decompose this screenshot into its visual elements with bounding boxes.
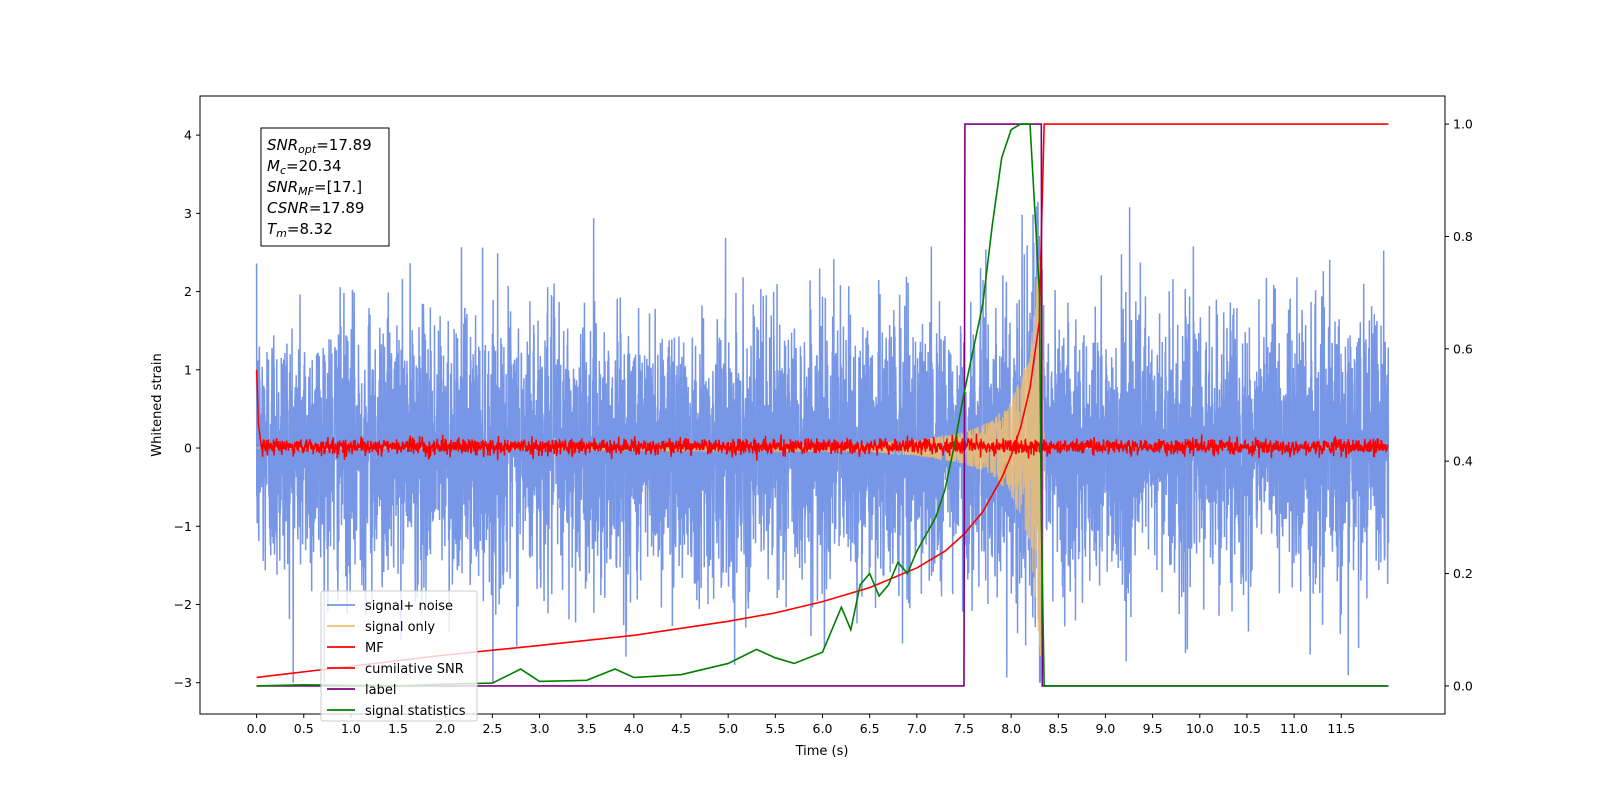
x-tick-label: 4.0 — [624, 721, 644, 736]
info-sub: MF — [298, 185, 314, 198]
x-tick-label: 9.0 — [1096, 721, 1116, 736]
x-tick-label: 4.5 — [671, 721, 691, 736]
y2-tick-label: 0.4 — [1453, 454, 1473, 469]
x-tick-label: 7.5 — [954, 721, 974, 736]
y2-tick-label: 0.0 — [1453, 678, 1473, 693]
series-cumulative-snr — [256, 123, 1389, 679]
info-line: CSNR=17.89 — [267, 199, 364, 217]
x-tick-label: 11.0 — [1280, 721, 1308, 736]
x-tick-label: 11.5 — [1327, 721, 1355, 736]
info-value: =8.32 — [287, 220, 333, 238]
info-box: SNRopt=17.89Mc=20.34SNRMF=[17.]CSNR=17.8… — [260, 127, 390, 247]
legend-label: label — [365, 683, 396, 698]
legend-label: cumilative SNR — [365, 662, 464, 677]
x-tick-label: 10.5 — [1233, 721, 1261, 736]
info-box-frame — [260, 127, 390, 247]
plot-area — [255, 123, 1390, 687]
x-tick-label: 0.0 — [247, 721, 267, 736]
y2-tick-label: 0.2 — [1453, 566, 1473, 581]
series-signal-noise — [255, 201, 1390, 683]
y-axis-right: 1.0 0.8 0.6 0.4 0.2 0.0 — [1445, 117, 1473, 693]
y-tick-label: −3 — [174, 675, 192, 690]
info-var: T — [267, 220, 278, 238]
series-signal-statistics — [256, 123, 1389, 687]
legend-label: signal+ noise — [365, 599, 453, 614]
info-value: =20.34 — [286, 157, 342, 175]
y-tick-label: 4 — [184, 128, 192, 143]
x-tick-label: 8.0 — [1001, 721, 1021, 736]
y-tick-label: 0 — [184, 441, 192, 456]
info-sub: m — [276, 227, 287, 240]
x-tick-label: 6.0 — [813, 721, 833, 736]
series-mf — [255, 369, 1389, 461]
y-axis-left: 4 3 2 1 0 −1 −2 −3 — [174, 128, 200, 690]
y-tick-label: 3 — [184, 206, 192, 221]
x-tick-label: 2.5 — [482, 721, 502, 736]
x-tick-label: 7.0 — [907, 721, 927, 736]
info-value: =17.89 — [316, 136, 372, 154]
legend-label: signal statistics — [365, 704, 466, 719]
info-var: SNR — [267, 178, 298, 196]
info-sub: opt — [298, 143, 317, 156]
y2-tick-label: 0.8 — [1453, 229, 1473, 244]
y-tick-label: 1 — [184, 362, 192, 377]
y-tick-label: −1 — [174, 519, 192, 534]
legend-label: signal only — [365, 620, 435, 635]
x-tick-label: 1.0 — [341, 721, 361, 736]
x-axis-label: Time (s) — [795, 744, 849, 759]
info-var: M — [267, 157, 280, 175]
x-tick-label: 0.5 — [294, 721, 314, 736]
x-tick-label: 9.5 — [1143, 721, 1163, 736]
x-tick-label: 2.0 — [435, 721, 455, 736]
legend-frame — [320, 590, 478, 722]
info-var: SNR — [267, 136, 298, 154]
info-sub: c — [280, 164, 286, 177]
info-line: SNRMF=[17.] — [267, 178, 362, 198]
info-var: CSNR — [267, 199, 309, 217]
legend-label: MF — [365, 641, 384, 656]
y-tick-label: −2 — [174, 597, 192, 612]
info-value: =17.89 — [309, 199, 365, 217]
x-tick-label: 5.0 — [718, 721, 738, 736]
info-value: =[17.] — [314, 178, 362, 196]
legend: signal+ noise signal only MF cumilative SNR… — [320, 590, 478, 722]
y2-tick-label: 1.0 — [1453, 117, 1473, 132]
x-tick-label: 5.5 — [765, 721, 785, 736]
x-tick-label: 3.5 — [577, 721, 597, 736]
y2-tick-label: 0.6 — [1453, 341, 1473, 356]
info-line: Mc=20.34 — [267, 157, 342, 177]
x-axis: 0.0 0.5 1.0 1.5 2.0 2.5 3.0 3.5 4.0 4.5 5.0 5.5 6.0 6… — [247, 714, 1355, 736]
x-tick-label: 10.0 — [1186, 721, 1214, 736]
x-tick-label: 3.0 — [530, 721, 550, 736]
x-tick-label: 8.5 — [1048, 721, 1068, 736]
y-tick-label: 2 — [184, 284, 192, 299]
x-tick-label: 6.5 — [860, 721, 880, 736]
y-axis-label: Whitened strain — [150, 353, 165, 456]
x-tick-label: 1.5 — [388, 721, 408, 736]
info-line: SNRopt=17.89 — [267, 136, 372, 156]
info-line: Tm=8.32 — [267, 220, 333, 240]
